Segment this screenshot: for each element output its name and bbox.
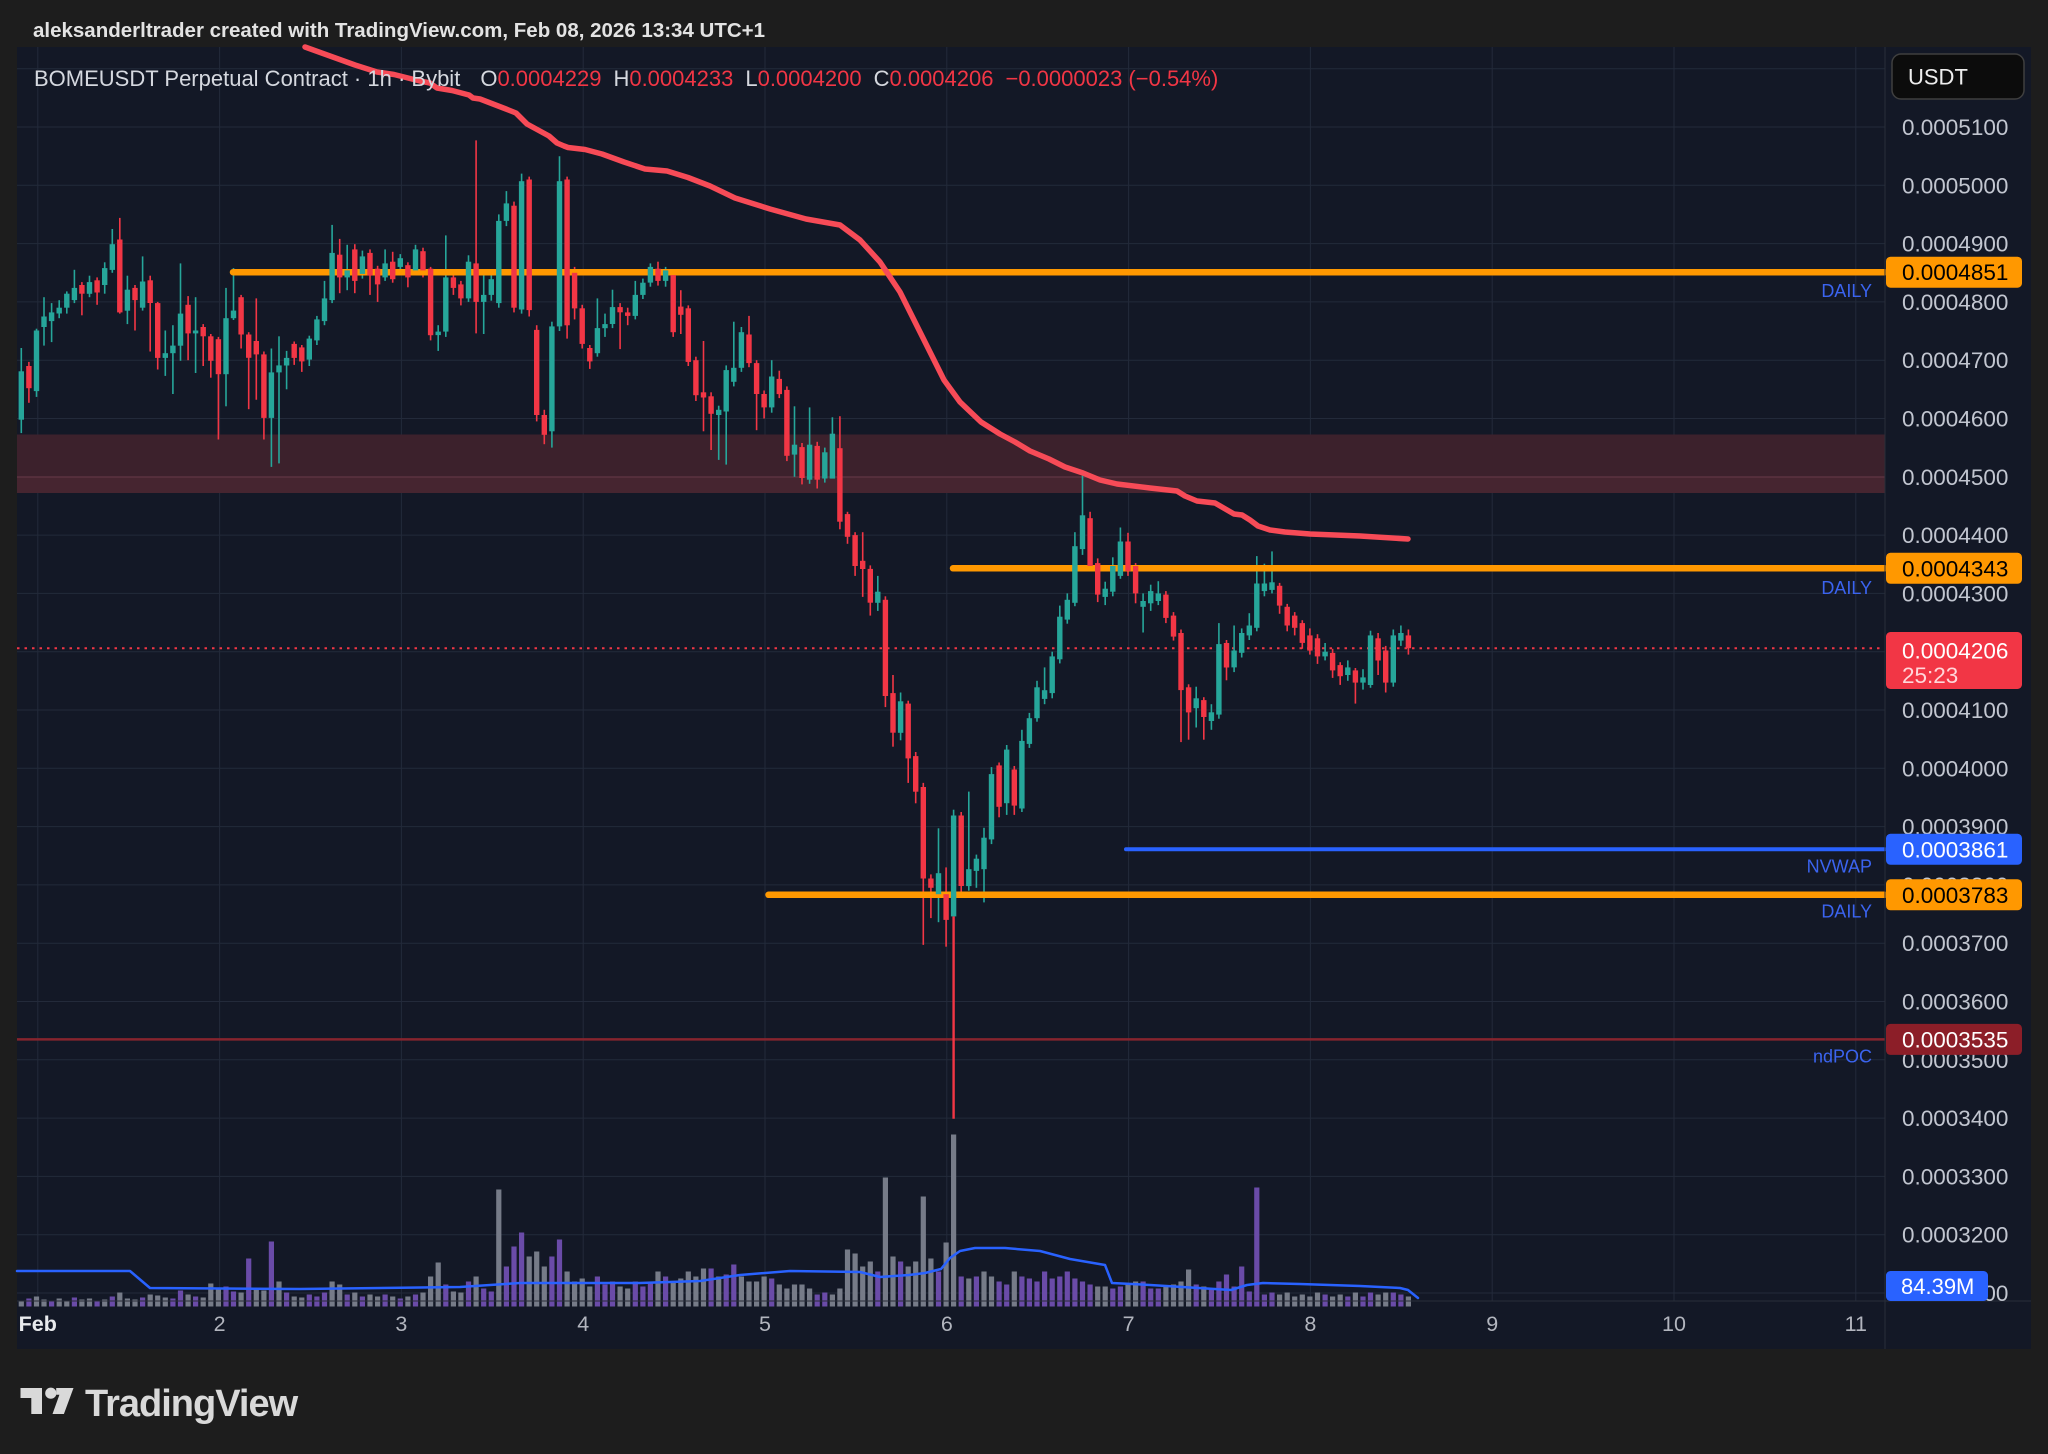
svg-text:NVWAP: NVWAP xyxy=(1807,857,1872,877)
svg-text:0.0005000: 0.0005000 xyxy=(1902,173,2008,198)
svg-text:6: 6 xyxy=(941,1312,953,1336)
svg-text:DAILY: DAILY xyxy=(1821,281,1872,301)
svg-text:0.0004000: 0.0004000 xyxy=(1902,756,2008,781)
svg-text:0.0003400: 0.0003400 xyxy=(1902,1106,2008,1131)
svg-text:0.0004100: 0.0004100 xyxy=(1902,698,2008,723)
svg-text:TradingView: TradingView xyxy=(85,1383,299,1425)
svg-text:0.0003861: 0.0003861 xyxy=(1902,837,2008,862)
svg-text:0.0003783: 0.0003783 xyxy=(1902,883,2008,908)
svg-text:0.0003700: 0.0003700 xyxy=(1902,931,2008,956)
svg-text:8: 8 xyxy=(1304,1312,1316,1336)
svg-text:Feb: Feb xyxy=(19,1312,57,1336)
svg-text:0.0004600: 0.0004600 xyxy=(1902,407,2008,432)
svg-text:4: 4 xyxy=(577,1312,589,1336)
svg-text:3: 3 xyxy=(395,1312,407,1336)
svg-text:0.0004900: 0.0004900 xyxy=(1902,232,2008,257)
svg-text:0.0004400: 0.0004400 xyxy=(1902,523,2008,548)
svg-text:0.0004300: 0.0004300 xyxy=(1902,581,2008,606)
svg-text:11: 11 xyxy=(1845,1312,1867,1336)
svg-text:0.0004206: 0.0004206 xyxy=(1902,639,2008,664)
svg-text:0.0003200: 0.0003200 xyxy=(1902,1223,2008,1248)
svg-text:0.0004700: 0.0004700 xyxy=(1902,348,2008,373)
svg-text:aleksanderltrader created with: aleksanderltrader created with TradingVi… xyxy=(33,19,765,42)
svg-text:USDT: USDT xyxy=(1908,65,1968,90)
svg-text:2: 2 xyxy=(214,1312,226,1336)
svg-text:10: 10 xyxy=(1662,1312,1686,1336)
svg-text:0.0004851: 0.0004851 xyxy=(1902,260,2008,285)
svg-text:0.0003535: 0.0003535 xyxy=(1902,1027,2008,1052)
svg-text:0.0004800: 0.0004800 xyxy=(1902,290,2008,315)
svg-text:0.0005100: 0.0005100 xyxy=(1902,115,2008,140)
svg-text:0.0004343: 0.0004343 xyxy=(1902,556,2008,581)
svg-text:7: 7 xyxy=(1123,1312,1135,1336)
svg-text:5: 5 xyxy=(759,1312,771,1336)
svg-text:84.39M: 84.39M xyxy=(1901,1274,1974,1299)
svg-text:BOMEUSDT Perpetual Contract ·: BOMEUSDT Perpetual Contract · 1h · Bybit… xyxy=(34,66,1218,91)
svg-text:ndPOC: ndPOC xyxy=(1813,1047,1872,1067)
svg-text:25:23: 25:23 xyxy=(1902,663,1958,688)
svg-text:0.0003300: 0.0003300 xyxy=(1902,1164,2008,1189)
svg-text:DAILY: DAILY xyxy=(1821,902,1872,922)
svg-text:DAILY: DAILY xyxy=(1821,578,1872,598)
svg-text:0.0003600: 0.0003600 xyxy=(1902,990,2008,1015)
svg-text:0.0004500: 0.0004500 xyxy=(1902,465,2008,490)
svg-text:9: 9 xyxy=(1486,1312,1498,1336)
